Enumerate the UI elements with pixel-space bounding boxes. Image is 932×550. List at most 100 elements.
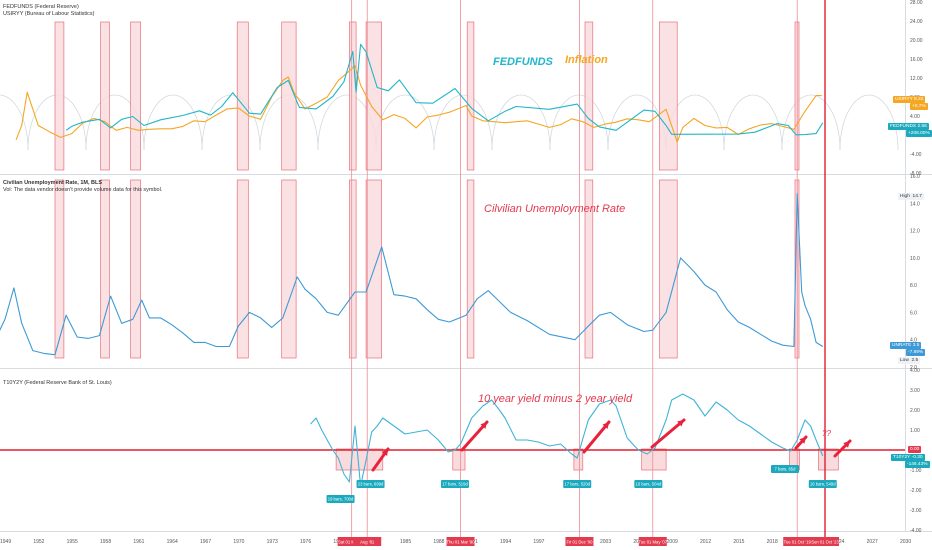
y-tick-label: -8.00 bbox=[910, 171, 922, 177]
cycle-arc bbox=[85, 94, 145, 151]
yield-legend-title: T10Y2Y (Federal Reserve Bank of St. Loui… bbox=[3, 380, 112, 386]
recession-box-5-0 bbox=[349, 21, 357, 171]
usiryy-badge: USIRYY 8.32 bbox=[893, 96, 926, 103]
x-tick-label: 1988 bbox=[433, 539, 444, 545]
bar-count-label: 16 bars, 504d bbox=[636, 482, 662, 487]
y-tick-label: 12.0 bbox=[910, 229, 920, 235]
y-tick-label: 16.00 bbox=[910, 57, 923, 63]
x-tick-label: 1964 bbox=[167, 539, 178, 545]
y-tick-label: -1.00 bbox=[910, 468, 922, 474]
y-tick-label: -4.00 bbox=[910, 152, 922, 158]
recession-box-1-1 bbox=[100, 179, 110, 359]
cycle-arc bbox=[201, 94, 261, 151]
high-badge: High 14.7 bbox=[898, 193, 924, 200]
y-tick-label: 28.00 bbox=[910, 0, 923, 6]
cycle-arc bbox=[549, 94, 609, 151]
recession-box-2-1 bbox=[130, 179, 141, 359]
x-tick-label: 2030 bbox=[900, 539, 911, 545]
recession-box-0-0 bbox=[54, 21, 65, 171]
unemployment-legend-title: Civilian Unemployment Rate, 1M, BLS bbox=[3, 180, 103, 186]
recession-box-5-1 bbox=[349, 179, 357, 359]
y-tick-label: 3.00 bbox=[910, 388, 920, 394]
bar-count-bg-1 bbox=[356, 480, 385, 488]
inversion-box-3 bbox=[641, 448, 667, 471]
arrow-2019-head bbox=[799, 437, 806, 444]
date-label: Thu 01 Mar '90 bbox=[447, 540, 476, 545]
x-tick-label: 1970 bbox=[233, 539, 244, 545]
x-tick-label: 1958 bbox=[100, 539, 111, 545]
date-label-bg-0 bbox=[337, 537, 366, 546]
unrate-badge: UNRATE 3.5 bbox=[890, 342, 922, 349]
bar-count-label: 19 bars, 700d bbox=[328, 497, 354, 502]
bar-count-label: 23 bars, 699d bbox=[358, 482, 384, 487]
y-tick-label: -2.00 bbox=[910, 488, 922, 494]
y-tick-label: -3.00 bbox=[910, 508, 922, 514]
question-annotation: ?? bbox=[822, 429, 831, 438]
bar-count-bg-6 bbox=[808, 480, 837, 488]
y-tick-label: 1.00 bbox=[910, 428, 920, 434]
low-badge: Low 2.5 bbox=[898, 357, 921, 364]
x-tick-label: 1961 bbox=[133, 539, 144, 545]
y-tick-label: 12.00 bbox=[910, 76, 923, 82]
date-label: Tue 01 May '07 bbox=[638, 540, 667, 545]
bar-count-bg-2 bbox=[441, 480, 469, 488]
y-tick-label: 16.0 bbox=[910, 174, 920, 180]
y-tick-label: 8.0 bbox=[910, 283, 917, 289]
bar-count-label: 17 bars, 520d bbox=[564, 482, 590, 487]
date-label: Sat 01 Mar '80 bbox=[338, 540, 366, 545]
x-tick-label: 1952 bbox=[33, 539, 44, 545]
bar-count-bg-3 bbox=[563, 480, 592, 488]
date-label-bg-4 bbox=[638, 537, 667, 546]
usiryy-change-badge: +0.7% bbox=[910, 103, 928, 110]
zero-line-badge: 0.00 bbox=[908, 446, 922, 453]
recession-box-3-0 bbox=[236, 21, 249, 171]
x-tick-label: 2018 bbox=[767, 539, 778, 545]
x-tick-label: 1997 bbox=[533, 539, 544, 545]
fedfunds-line bbox=[65, 43, 824, 136]
arrow-2000 bbox=[582, 420, 611, 454]
bar-count-bg-0 bbox=[326, 495, 355, 503]
y-tick-label: 4.00 bbox=[910, 114, 920, 120]
recession-box-3-1 bbox=[236, 179, 249, 359]
recession-box-1-0 bbox=[100, 21, 110, 171]
x-tick-label: 1994 bbox=[500, 539, 511, 545]
date-label-bg-2 bbox=[446, 537, 475, 546]
date-label-bg-6 bbox=[811, 537, 839, 546]
bar-count-bg-5 bbox=[771, 465, 799, 473]
inflation-line bbox=[15, 65, 822, 143]
x-tick-label: 1973 bbox=[267, 539, 278, 545]
x-tick-label: 2027 bbox=[867, 539, 878, 545]
date-label-bg-5 bbox=[783, 537, 812, 546]
recession-box-0-1 bbox=[54, 179, 65, 359]
cycle-arc bbox=[143, 94, 203, 151]
unrate-change-badge: -7.89% bbox=[906, 349, 926, 356]
x-tick-label: 2012 bbox=[700, 539, 711, 545]
fedfunds-annotation: FEDFUNDS bbox=[493, 56, 554, 68]
bar-count-bg-4 bbox=[634, 480, 663, 488]
x-tick-label: 2024 bbox=[833, 539, 844, 545]
bar-count-label: 17 bars, 519d bbox=[442, 482, 468, 487]
unemployment-annotation: Cilvilian Unemployment Rate bbox=[484, 203, 625, 215]
y-tick-label: 2.00 bbox=[910, 408, 920, 414]
arrow-2023-head bbox=[843, 441, 850, 448]
arrow-1980-head bbox=[381, 449, 388, 456]
inflation-annotation: Inflation bbox=[565, 54, 608, 66]
y-tick-label: -4.00 bbox=[910, 528, 922, 534]
y-tick-label: 24.00 bbox=[910, 19, 923, 25]
date-label-bg-3 bbox=[565, 537, 594, 546]
arrow-2007 bbox=[650, 418, 686, 449]
recession-box-4-1 bbox=[281, 179, 297, 359]
x-tick-label: 2009 bbox=[667, 539, 678, 545]
y-tick-label: 14.0 bbox=[910, 201, 920, 207]
y-tick-label: 4.0 bbox=[910, 338, 917, 344]
date-label: Sun 01 Oct '23 bbox=[811, 540, 839, 545]
recession-box-8-1 bbox=[584, 179, 594, 359]
volume-note: Vol: The data vendor doesn't provide vol… bbox=[3, 187, 163, 193]
x-tick-label: 1955 bbox=[67, 539, 78, 545]
cycle-arc bbox=[433, 94, 493, 151]
date-label: Tue 01 Oct '19 bbox=[784, 540, 812, 545]
recession-box-7-0 bbox=[466, 21, 475, 171]
bar-count-label: 7 bars, 65d bbox=[775, 467, 797, 472]
yield-annotation: 10 year yield minus 2 year yield bbox=[478, 393, 633, 405]
inversion-box-2 bbox=[573, 448, 584, 471]
